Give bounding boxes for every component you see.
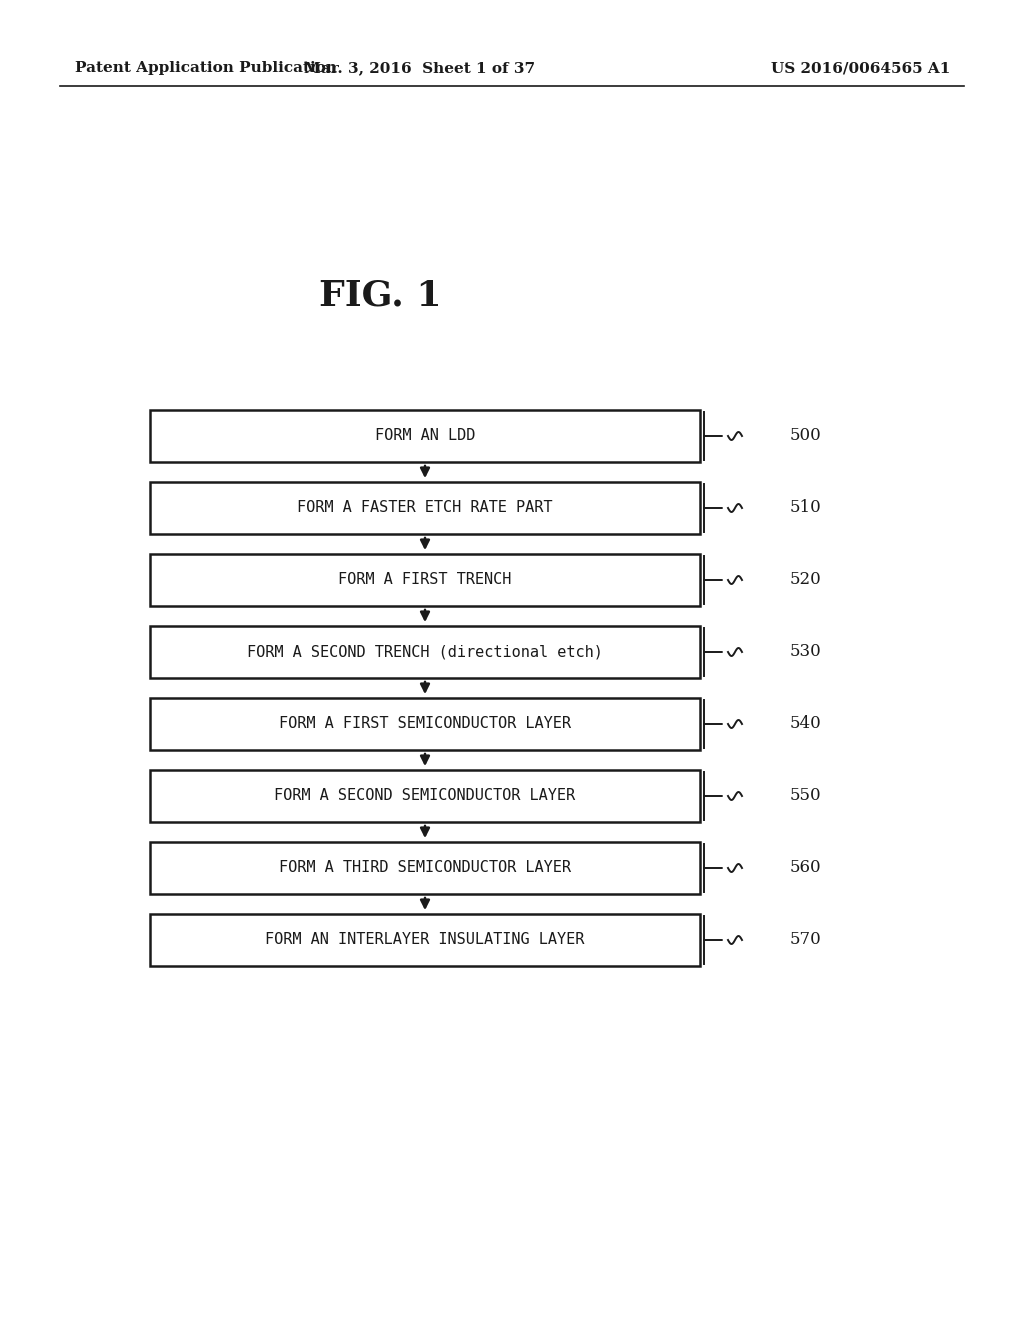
- Bar: [150, 411, 700, 462]
- Text: 510: 510: [790, 499, 821, 516]
- Bar: [150, 770, 700, 822]
- Text: Patent Application Publication: Patent Application Publication: [75, 61, 337, 75]
- Text: 530: 530: [790, 644, 821, 660]
- Text: 550: 550: [790, 788, 821, 804]
- Bar: [150, 626, 700, 678]
- Text: 570: 570: [790, 932, 821, 949]
- Text: FORM A FIRST SEMICONDUCTOR LAYER: FORM A FIRST SEMICONDUCTOR LAYER: [279, 717, 571, 731]
- Bar: [150, 482, 700, 535]
- Text: Mar. 3, 2016  Sheet 1 of 37: Mar. 3, 2016 Sheet 1 of 37: [304, 61, 536, 75]
- Text: FORM A SECOND TRENCH (directional etch): FORM A SECOND TRENCH (directional etch): [247, 644, 603, 660]
- Bar: [150, 913, 700, 966]
- Text: FORM A FIRST TRENCH: FORM A FIRST TRENCH: [338, 573, 512, 587]
- Text: FORM AN LDD: FORM AN LDD: [375, 429, 475, 444]
- Text: FIG. 1: FIG. 1: [318, 279, 441, 312]
- Bar: [150, 554, 700, 606]
- Bar: [150, 698, 700, 750]
- Text: FORM AN INTERLAYER INSULATING LAYER: FORM AN INTERLAYER INSULATING LAYER: [265, 932, 585, 948]
- Text: FORM A SECOND SEMICONDUCTOR LAYER: FORM A SECOND SEMICONDUCTOR LAYER: [274, 788, 575, 804]
- Text: 520: 520: [790, 572, 821, 589]
- Bar: [150, 842, 700, 894]
- Text: 560: 560: [790, 859, 821, 876]
- Text: FORM A THIRD SEMICONDUCTOR LAYER: FORM A THIRD SEMICONDUCTOR LAYER: [279, 861, 571, 875]
- Text: 540: 540: [790, 715, 821, 733]
- Text: 500: 500: [790, 428, 821, 445]
- Text: FORM A FASTER ETCH RATE PART: FORM A FASTER ETCH RATE PART: [297, 500, 553, 516]
- Text: US 2016/0064565 A1: US 2016/0064565 A1: [771, 61, 950, 75]
